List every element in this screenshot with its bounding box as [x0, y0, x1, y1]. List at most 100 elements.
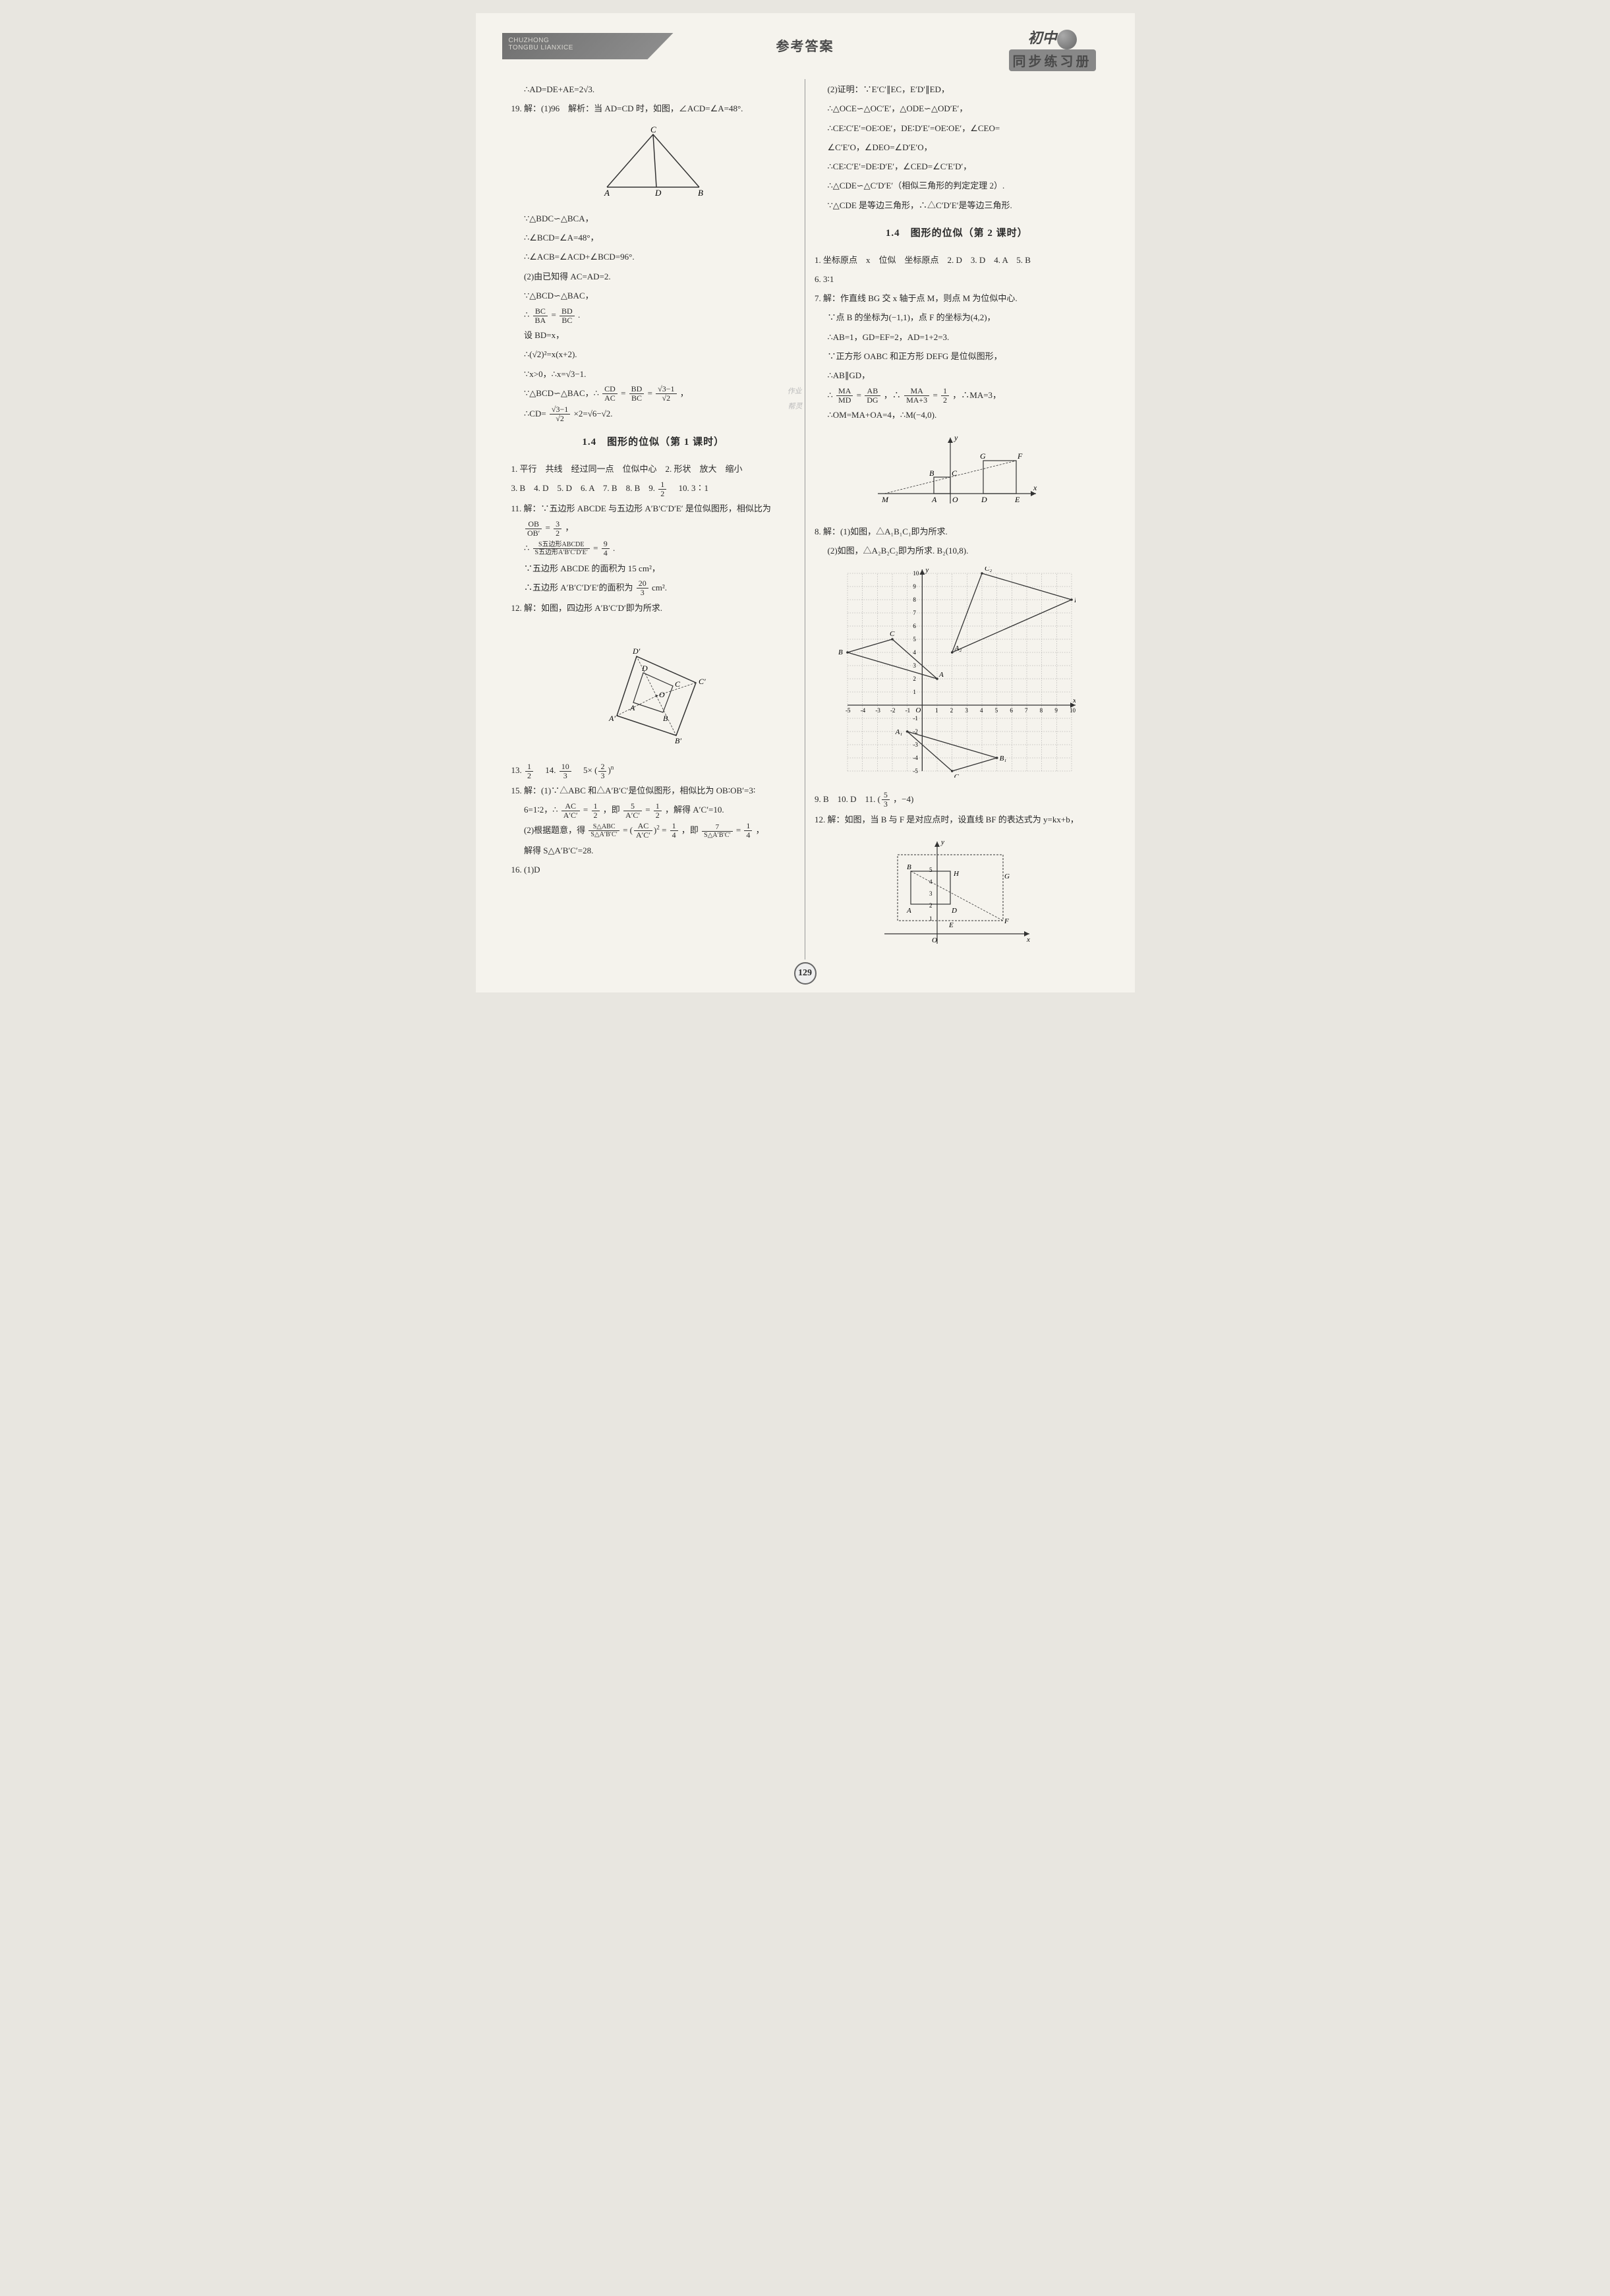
- text-line: (2)如图，△A₂B₂C₂即为所求. B₂(10,8).: [815, 542, 1099, 560]
- page-number: 129: [794, 962, 817, 985]
- text-line: ∴五边形 A′B′C′D′E′的面积为 203 cm².: [511, 579, 796, 598]
- right-column: (2)证明：∵E′C′∥EC，E′D′∥ED， ∴△OCE∽△OC′E′，△OD…: [805, 79, 1108, 960]
- svg-text:-1: -1: [905, 707, 910, 714]
- svg-text:5: 5: [994, 707, 998, 714]
- text-line: 13. 12 14. 103 5× (23)n: [511, 761, 796, 780]
- svg-text:D′: D′: [632, 646, 641, 656]
- section-heading: 1.4 图形的位似（第 2 课时）: [815, 223, 1099, 244]
- text-line: ∴∠ACB=∠ACD+∠BCD=96°.: [511, 248, 796, 266]
- svg-text:C: C: [675, 679, 681, 689]
- text-line: ∴∠BCD=∠A=48°，: [511, 229, 796, 246]
- svg-text:B: B: [907, 863, 911, 871]
- text-line: ∵△BCD∽△BAC，∴ CDAC = BDBC = √3−1√2 ， 作业 帮…: [511, 384, 796, 403]
- svg-text:6: 6: [913, 623, 916, 629]
- text-line: ∴(√2)²=x(x+2).: [511, 345, 796, 363]
- text-line: 1. 平行 共线 经过同一点 位似中心 2. 形状 放大 缩小: [511, 460, 796, 478]
- text-line: 12. 解：如图，当 B 与 F 是对应点时，设直线 BF 的表达式为 y=kx…: [815, 811, 1099, 828]
- svg-text:1: 1: [935, 707, 938, 714]
- svg-text:B₂: B₂: [1074, 596, 1076, 604]
- svg-text:C₁: C₁: [954, 773, 961, 778]
- watermark: 作业 帮灵: [787, 384, 803, 415]
- section-heading: 1.4 图形的位似（第 1 课时）: [511, 432, 796, 453]
- svg-text:2: 2: [913, 675, 916, 682]
- svg-text:6: 6: [1010, 707, 1013, 714]
- svg-text:5: 5: [913, 636, 916, 643]
- svg-text:3: 3: [929, 890, 933, 897]
- logo-bottom-text: 同步练习册: [1009, 49, 1096, 71]
- page: CHUZHONG TONGBU LIANXICE 参考答案 初中 同步练习册 ∴…: [476, 13, 1135, 992]
- svg-text:y: y: [954, 433, 958, 442]
- svg-text:B′: B′: [675, 736, 681, 745]
- svg-text:C₂: C₂: [985, 567, 992, 573]
- page-number-badge: 129: [794, 962, 817, 985]
- svg-text:-4: -4: [913, 755, 918, 761]
- figure-squares-dilation: M A O D E B C G F x y: [815, 431, 1099, 516]
- text-line: (2)证明：∵E′C′∥EC，E′D′∥ED，: [815, 80, 1099, 98]
- svg-text:O: O: [932, 936, 937, 944]
- svg-text:-1: -1: [913, 715, 918, 722]
- svg-text:C: C: [952, 469, 958, 478]
- text-line: 8. 解：(1)如图，△A₁B₁C₁即为所求.: [815, 523, 1099, 540]
- text-line: ∴AB=1，GD=EF=2，AD=1+2=3.: [815, 328, 1099, 346]
- text-line: ∠C′E′O，∠DEO=∠D′E′O，: [815, 138, 1099, 156]
- text-line: ∵点 B 的坐标为(−1,1)，点 F 的坐标为(4,2)，: [815, 308, 1099, 326]
- svg-text:x: x: [1033, 483, 1037, 492]
- svg-text:A: A: [938, 671, 944, 679]
- header-pinyin: CHUZHONG TONGBU LIANXICE: [502, 33, 674, 55]
- svg-text:-3: -3: [875, 707, 880, 714]
- header-left-banner: CHUZHONG TONGBU LIANXICE: [502, 33, 674, 59]
- svg-text:C′: C′: [699, 677, 706, 686]
- svg-text:D: D: [641, 664, 648, 673]
- text-line: ∵△BDC∽△BCA，: [511, 210, 796, 227]
- left-column: ∴AD=DE+AE=2√3. 19. 解：(1)96 解析：当 AD=CD 时，…: [502, 79, 806, 960]
- figure-coordinate-grid: -5-4-3-2-112345678910-5-4-3-2-1123456789…: [815, 567, 1099, 784]
- svg-text:B₁: B₁: [999, 755, 1006, 762]
- text-line: ∴AB∥GD，: [815, 366, 1099, 384]
- svg-text:9: 9: [913, 583, 916, 590]
- svg-text:2: 2: [950, 707, 953, 714]
- text-line: ∵△BCD∽△BAC，: [511, 287, 796, 304]
- svg-text:y: y: [940, 838, 944, 846]
- svg-text:D: D: [981, 495, 987, 504]
- svg-text:F: F: [1017, 451, 1023, 461]
- text-line: 6. 3∶1: [815, 270, 1099, 288]
- svg-text:8: 8: [1039, 707, 1043, 714]
- svg-text:A: A: [931, 495, 937, 504]
- text-line: ∴CE∶C′E′=DE∶D′E′，∠CED=∠C′E′D′，: [815, 158, 1099, 175]
- svg-text:8: 8: [913, 596, 916, 603]
- svg-text:1: 1: [929, 915, 933, 922]
- svg-text:3: 3: [965, 707, 968, 714]
- svg-text:G: G: [980, 451, 986, 461]
- text-line: 1. 坐标原点 x 位似 坐标原点 2. D 3. D 4. A 5. B: [815, 251, 1099, 269]
- lbl-B: B: [698, 188, 703, 197]
- text-line: ∴CE∶C′E′=OE∶OE′，DE∶D′E′=OE∶OE′，∠CEO=: [815, 119, 1099, 137]
- svg-text:A₂: A₂: [954, 645, 962, 652]
- two-column-body: ∴AD=DE+AE=2√3. 19. 解：(1)96 解析：当 AD=CD 时，…: [502, 79, 1108, 960]
- text-line: 9. B 10. D 11. (53 ，−4): [815, 790, 1099, 809]
- svg-text:7: 7: [913, 610, 916, 616]
- svg-text:-3: -3: [913, 741, 918, 748]
- text-line: 15. 解：(1)∵△ABC 和△A′B′C′是位似图形，相似比为 OB∶OB′…: [511, 782, 796, 799]
- svg-text:A′: A′: [608, 714, 616, 723]
- svg-text:2: 2: [929, 902, 933, 909]
- logo-top-text: 初中: [996, 26, 1108, 49]
- svg-text:O: O: [915, 706, 921, 714]
- text-line: (2)根据题意，得 S△ABCS△A′B′C′ = (ACA′C′)2 = 14…: [511, 821, 796, 840]
- svg-text:E: E: [948, 921, 954, 929]
- svg-text:-2: -2: [890, 707, 896, 714]
- svg-text:-5: -5: [846, 707, 851, 714]
- svg-text:M: M: [881, 495, 889, 504]
- figure-rectangles-dilation: O A B D E F G H x y 1 2 3 4 5: [815, 835, 1099, 953]
- svg-text:5: 5: [929, 867, 933, 873]
- globe-icon: [1057, 30, 1077, 49]
- svg-text:-5: -5: [913, 768, 918, 774]
- svg-text:x: x: [1026, 936, 1030, 944]
- pinyin-line1: CHUZHONG: [509, 37, 550, 44]
- svg-text:x: x: [1072, 697, 1076, 704]
- pinyin-line2: TONGBU LIANXICE: [509, 44, 573, 51]
- header: CHUZHONG TONGBU LIANXICE 参考答案 初中 同步练习册: [502, 33, 1108, 72]
- text-line: OBOB′ = 32 ，: [511, 519, 796, 538]
- text-line: 7. 解：作直线 BG 交 x 轴于点 M，则点 M 为位似中心.: [815, 289, 1099, 307]
- svg-text:B: B: [663, 714, 668, 723]
- text-line: 6=1∶2，∴ ACA′C′ = 12 ，即 5A′C′ = 12 ，解得 A′…: [511, 801, 796, 820]
